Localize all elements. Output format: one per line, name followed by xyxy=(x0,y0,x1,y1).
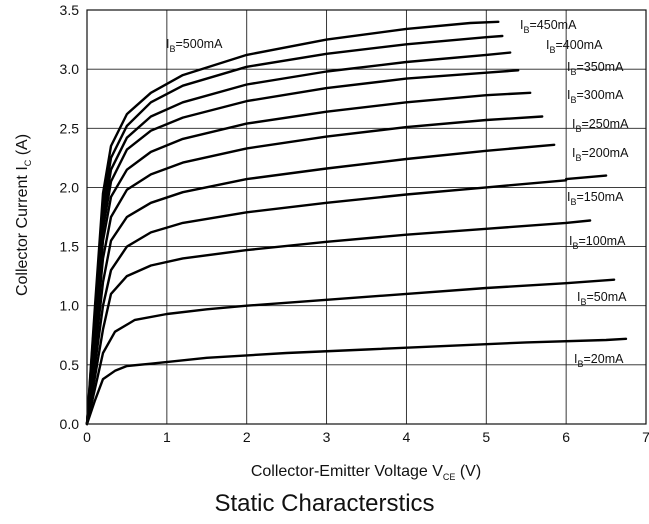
series-label: IB=400mA xyxy=(546,38,603,55)
y-tick-label: 0.0 xyxy=(60,416,80,432)
series-line xyxy=(85,174,608,426)
series-label: IB=350mA xyxy=(567,60,624,77)
grid-lines xyxy=(86,9,647,425)
y-tick-label: 2.0 xyxy=(60,179,80,195)
series-line xyxy=(85,219,592,426)
y-tick-labels: 0.0 0.5 1.0 1.5 2.0 2.5 3.0 3.5 xyxy=(60,2,80,432)
series-line xyxy=(85,91,532,426)
series-line xyxy=(85,20,500,426)
series-line xyxy=(85,337,628,426)
y-tick-label: 0.5 xyxy=(60,357,80,373)
y-axis-title: Collector Current IC (A) xyxy=(14,134,33,296)
y-tick-label: 2.5 xyxy=(60,120,80,136)
x-tick-label: 2 xyxy=(243,429,251,445)
x-tick-labels: 0 1 2 3 4 5 6 7 xyxy=(83,429,649,445)
series-label: IB=250mA xyxy=(572,117,629,134)
series-label: IB=50mA xyxy=(577,290,627,307)
series-curves xyxy=(85,20,628,426)
series-line xyxy=(85,115,544,426)
x-tick-label: 5 xyxy=(482,429,490,445)
series-line xyxy=(85,51,512,426)
plot-frame xyxy=(86,9,647,425)
series-label: IB=500mA xyxy=(166,37,223,54)
x-axis-title: Collector-Emitter Voltage VCE (V) xyxy=(251,463,481,482)
series-label: IB=20mA xyxy=(574,352,624,369)
x-tick-label: 0 xyxy=(83,429,91,445)
y-tick-label: 1.0 xyxy=(60,298,80,314)
x-tick-label: 7 xyxy=(642,429,649,445)
series-labels: IB=20mA IB=50mA IB=100mA IB=150mA IB=200mA IB… xyxy=(166,18,629,369)
y-tick-label: 1.5 xyxy=(60,239,80,255)
series-label: IB=300mA xyxy=(567,88,624,105)
series-label: IB=450mA xyxy=(520,18,577,35)
x-tick-label: 1 xyxy=(163,429,171,445)
x-tick-label: 4 xyxy=(403,429,411,445)
x-tick-label: 6 xyxy=(562,429,570,445)
series-label: IB=200mA xyxy=(572,146,629,163)
y-tick-label: 3.5 xyxy=(60,2,80,18)
chart-svg: 0 1 2 3 4 5 6 7 0.0 0.5 1.0 1.5 2.0 2.5 3.0 3.5 IB=20m… xyxy=(14,2,649,482)
series-label: IB=150mA xyxy=(567,190,624,207)
series-label: IB=100mA xyxy=(569,234,626,251)
series-line xyxy=(85,278,616,426)
chart-title: Static Characterstics xyxy=(214,490,435,517)
y-tick-label: 3.0 xyxy=(60,61,80,77)
x-tick-label: 3 xyxy=(323,429,331,445)
series-line xyxy=(85,143,556,426)
